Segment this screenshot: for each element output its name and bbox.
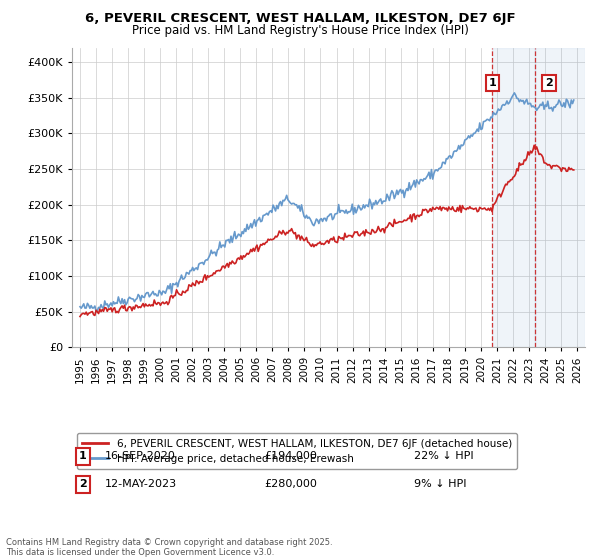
Text: 1: 1 (488, 78, 496, 88)
Text: 2: 2 (79, 479, 86, 489)
Text: 22% ↓ HPI: 22% ↓ HPI (414, 451, 473, 461)
Text: 2: 2 (545, 78, 553, 88)
Text: 6, PEVERIL CRESCENT, WEST HALLAM, ILKESTON, DE7 6JF: 6, PEVERIL CRESCENT, WEST HALLAM, ILKEST… (85, 12, 515, 25)
Text: 12-MAY-2023: 12-MAY-2023 (105, 479, 177, 489)
Text: 9% ↓ HPI: 9% ↓ HPI (414, 479, 467, 489)
Text: £280,000: £280,000 (264, 479, 317, 489)
Text: Contains HM Land Registry data © Crown copyright and database right 2025.
This d: Contains HM Land Registry data © Crown c… (6, 538, 332, 557)
Legend: 6, PEVERIL CRESCENT, WEST HALLAM, ILKESTON, DE7 6JF (detached house), HPI: Avera: 6, PEVERIL CRESCENT, WEST HALLAM, ILKEST… (77, 433, 517, 469)
Bar (492, 48, 535, 347)
Text: 1: 1 (79, 451, 86, 461)
Text: £194,000: £194,000 (264, 451, 317, 461)
Text: Price paid vs. HM Land Registry's House Price Index (HPI): Price paid vs. HM Land Registry's House … (131, 24, 469, 36)
Text: 16-SEP-2020: 16-SEP-2020 (105, 451, 176, 461)
Bar (535, 48, 585, 347)
